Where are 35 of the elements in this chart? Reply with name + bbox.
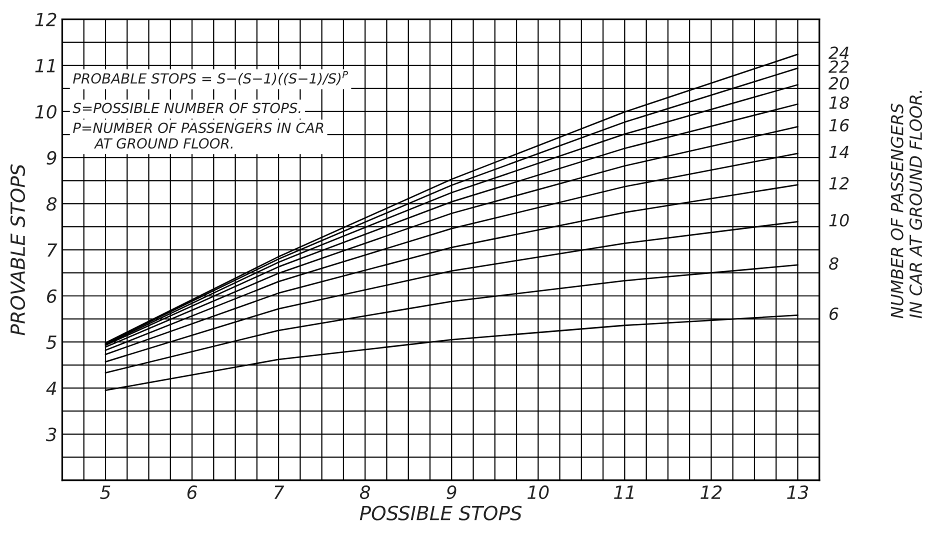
y-tick-label: 11 xyxy=(35,59,55,72)
x-tick-label: 10 xyxy=(528,485,549,500)
annotation: PROBABLE STOPS = S−(S−1)((S−1)/S)$^{P}$ xyxy=(73,71,348,86)
y-tick-label: 3 xyxy=(46,428,56,442)
x-tick-label: 6 xyxy=(187,485,197,500)
series-label: 8 xyxy=(829,257,838,270)
series-label: 16 xyxy=(829,118,849,132)
series-label: 6 xyxy=(830,307,838,320)
series-label: 24 xyxy=(828,46,848,59)
series-label: 12 xyxy=(829,177,849,190)
series-label: 20 xyxy=(828,76,849,90)
x-tick-label: 7 xyxy=(274,486,284,499)
series-label: 22 xyxy=(828,60,849,73)
y-tick-label: 6 xyxy=(47,289,57,303)
x-tick-label: 11 xyxy=(614,486,634,499)
x-tick-label: 13 xyxy=(787,485,808,500)
series-label: 10 xyxy=(829,214,849,226)
y-tick-label: 9 xyxy=(46,151,56,165)
y-tick-label: 7 xyxy=(48,243,58,257)
y-tick-label: 5 xyxy=(46,336,56,350)
y-tick-label: 12 xyxy=(35,12,56,26)
x-tick-label: 12 xyxy=(700,485,722,499)
y-tick-label: 10 xyxy=(35,104,56,119)
text: NUMBER OF PASSENGERS IN CAR AT GROUND FLOOR. xyxy=(890,90,922,318)
x-tick-label: 9 xyxy=(446,485,456,500)
y-tick-label: 8 xyxy=(46,197,57,211)
x-tick-label: 8 xyxy=(360,485,370,500)
x-tick-label: 5 xyxy=(100,486,110,500)
series-label: 14 xyxy=(829,146,848,158)
y-axis-title: PROVABLE STOPS xyxy=(10,164,26,336)
annotation: P=NUMBER OF PASSENGERS IN CAR AT GROUND FLOOR. xyxy=(73,122,324,149)
series-label: 18 xyxy=(829,96,849,109)
x-axis-title: POSSIBLE STOPS xyxy=(360,506,522,520)
annotation: S=POSSIBLE NUMBER OF STOPS. xyxy=(72,102,300,114)
y-tick-label: 4 xyxy=(46,382,56,395)
